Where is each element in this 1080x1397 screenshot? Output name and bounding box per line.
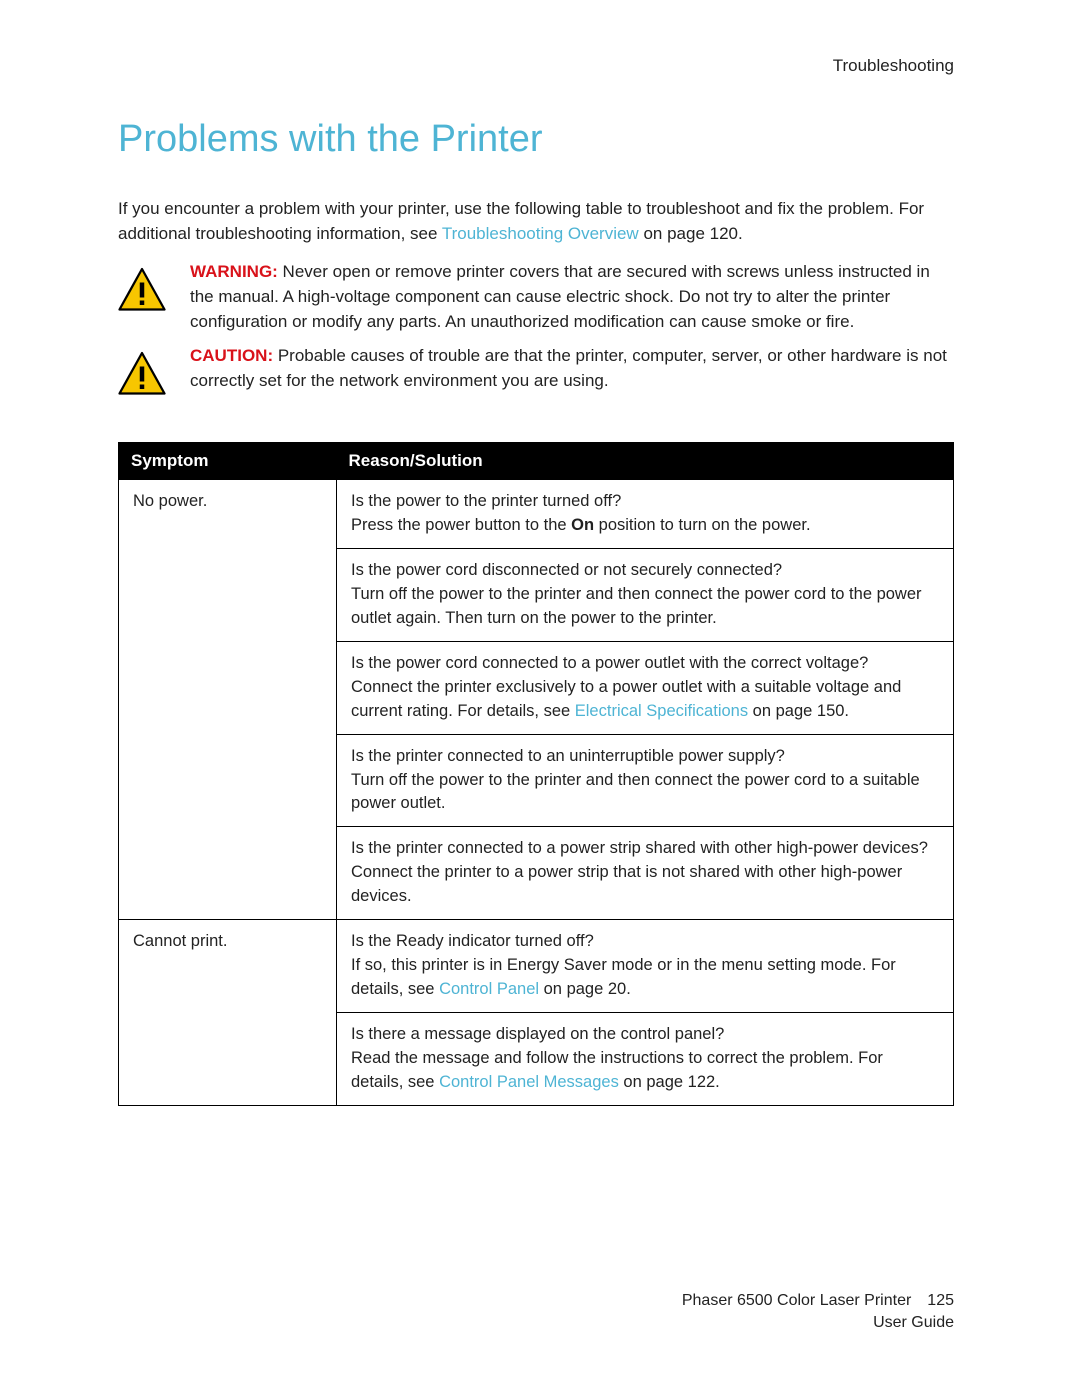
reason-answer-before: Turn off the power to the printer and th… (351, 771, 920, 813)
caution-triangle-icon (118, 350, 166, 398)
reason-cell: Is the power cord disconnected or not se… (337, 549, 954, 642)
warning-body: Never open or remove printer covers that… (190, 262, 930, 330)
reason-question: Is the printer connected to a power stri… (351, 839, 928, 857)
reason-answer-after: on page 150. (748, 702, 849, 720)
reason-question: Is there a message displayed on the cont… (351, 1025, 724, 1043)
reason-cell: Is there a message displayed on the cont… (337, 1012, 954, 1105)
reason-cell: Is the Ready indicator turned off? If so… (337, 920, 954, 1013)
warning-text: WARNING: Never open or remove printer co… (190, 260, 954, 334)
intro-text-after: on page 120. (639, 224, 743, 243)
reason-answer-after: on page 122. (619, 1073, 720, 1091)
control-panel-messages-link[interactable]: Control Panel Messages (439, 1073, 619, 1091)
footer-doc-title: User Guide (118, 1312, 954, 1334)
reason-cell: Is the printer connected to an uninterru… (337, 734, 954, 827)
reason-answer-after: position to turn on the power. (594, 516, 810, 534)
page-content: Troubleshooting Problems with the Printe… (118, 56, 954, 1106)
reason-answer-before: Connect the printer to a power strip tha… (351, 863, 902, 905)
reason-question: Is the Ready indicator turned off? (351, 932, 594, 950)
table-row: No power. Is the power to the printer tu… (119, 480, 954, 549)
caution-label: CAUTION: (190, 346, 273, 365)
reason-answer-before: Press the power button to the (351, 516, 571, 534)
caution-body: Probable causes of trouble are that the … (190, 346, 947, 390)
reason-question: Is the power cord disconnected or not se… (351, 561, 782, 579)
warning-triangle-icon (118, 266, 166, 314)
warning-label: WARNING: (190, 262, 278, 281)
troubleshooting-overview-link[interactable]: Troubleshooting Overview (442, 224, 639, 243)
control-panel-link[interactable]: Control Panel (439, 980, 539, 998)
table-header-row: Symptom Reason/Solution (119, 443, 954, 480)
symptom-cell: No power. (119, 480, 337, 920)
col-symptom-header: Symptom (119, 443, 337, 480)
caution-text: CAUTION: Probable causes of trouble are … (190, 344, 954, 393)
reason-answer-after: on page 20. (539, 980, 631, 998)
col-reason-header: Reason/Solution (337, 443, 954, 480)
symptom-cell: Cannot print. (119, 920, 337, 1106)
page-title: Problems with the Printer (118, 118, 954, 161)
reason-cell: Is the power to the printer turned off? … (337, 480, 954, 549)
reason-question: Is the power cord connected to a power o… (351, 654, 868, 672)
reason-question: Is the printer connected to an uninterru… (351, 747, 785, 765)
electrical-specifications-link[interactable]: Electrical Specifications (575, 702, 748, 720)
intro-paragraph: If you encounter a problem with your pri… (118, 197, 954, 246)
reason-answer-before: Turn off the power to the printer and th… (351, 585, 922, 627)
reason-cell: Is the power cord connected to a power o… (337, 641, 954, 734)
footer-product: Phaser 6500 Color Laser Printer (682, 1292, 911, 1309)
page-number: 125 (927, 1292, 954, 1309)
reason-answer-bold: On (571, 516, 594, 534)
reason-cell: Is the printer connected to a power stri… (337, 827, 954, 920)
caution-block: CAUTION: Probable causes of trouble are … (118, 344, 954, 398)
running-header: Troubleshooting (118, 56, 954, 76)
table-row: Cannot print. Is the Ready indicator tur… (119, 920, 954, 1013)
page-footer: Phaser 6500 Color Laser Printer 125 User … (118, 1290, 954, 1335)
troubleshooting-table: Symptom Reason/Solution No power. Is the… (118, 442, 954, 1105)
reason-question: Is the power to the printer turned off? (351, 492, 621, 510)
warning-block: WARNING: Never open or remove printer co… (118, 260, 954, 334)
